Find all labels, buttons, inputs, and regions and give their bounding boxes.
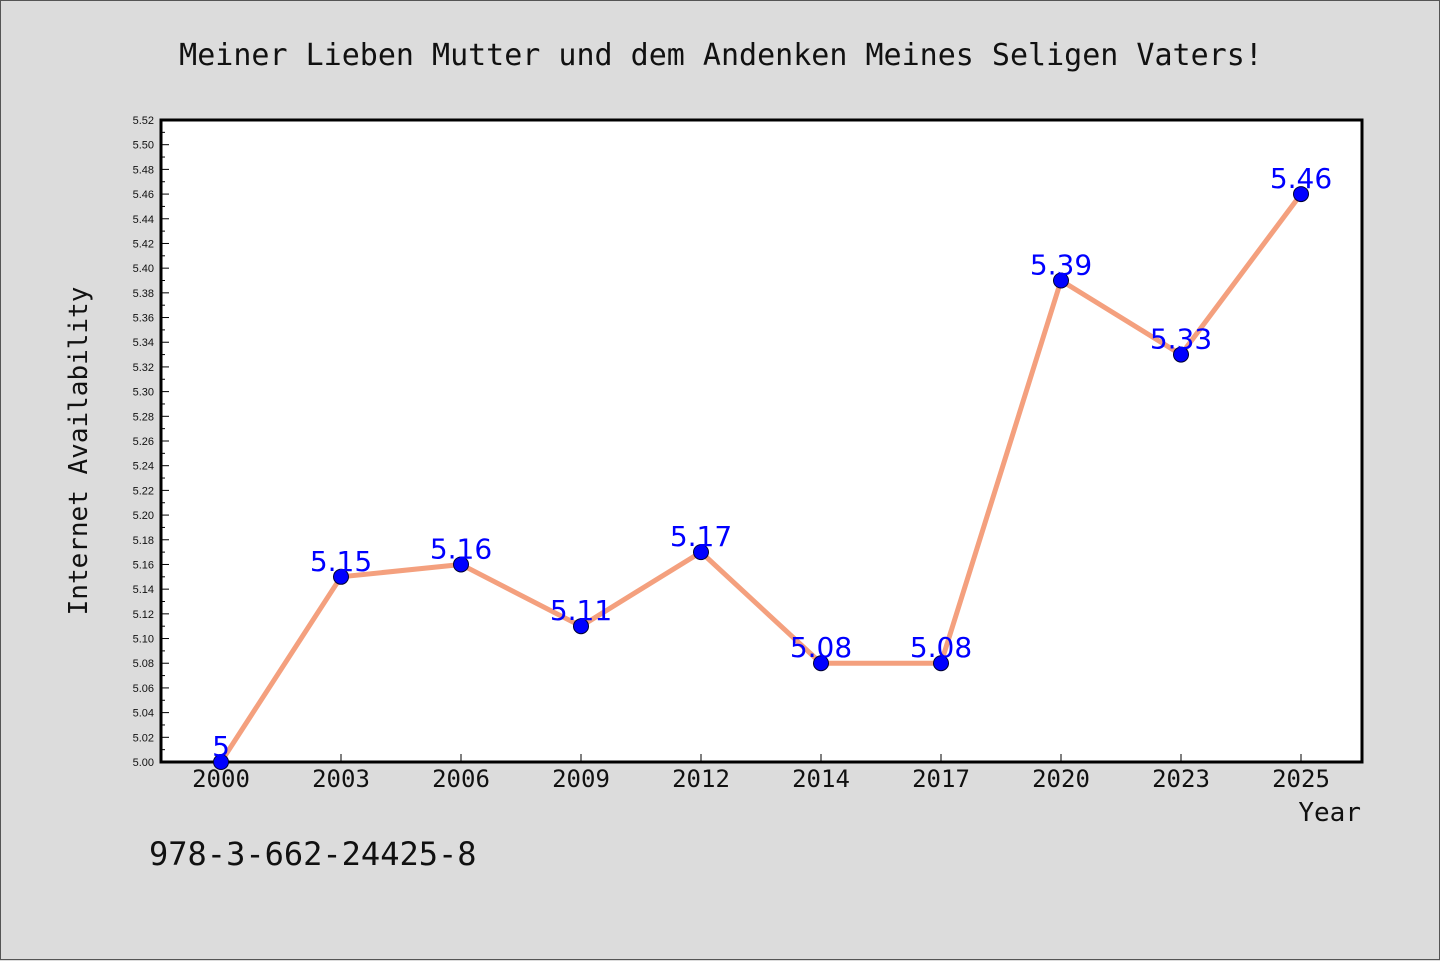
y-tick-label: 5.08 xyxy=(133,658,154,670)
x-tick-label: 2003 xyxy=(312,765,370,793)
data-label: 5.11 xyxy=(550,594,612,627)
x-tick-label: 2017 xyxy=(912,765,970,793)
data-label: 5.39 xyxy=(1030,249,1092,282)
data-label: 5.15 xyxy=(310,545,372,578)
x-tick-label: 2014 xyxy=(792,765,850,793)
y-tick-label: 5.28 xyxy=(133,411,154,423)
chart-title: Meiner Lieben Mutter und dem Andenken Me… xyxy=(179,38,1263,73)
data-label: 5.46 xyxy=(1270,162,1332,195)
y-tick-label: 5.48 xyxy=(133,164,154,176)
x-tick-label: 2006 xyxy=(432,765,490,793)
x-tick-label: 2012 xyxy=(672,765,730,793)
y-tick-label: 5.16 xyxy=(133,559,154,571)
plot-area xyxy=(159,118,1364,764)
series-layer: 5 5.15 5.16 5.11 5.17 5.08 5.08 5.39 5.33 5.46 xyxy=(212,162,1332,770)
y-tick-label: 5.10 xyxy=(133,634,154,646)
series-line xyxy=(218,191,1304,765)
x-tick-label: 2025 xyxy=(1272,765,1330,793)
y-tick-label: 5.04 xyxy=(133,708,154,720)
x-tick-label: 2009 xyxy=(552,765,610,793)
y-tick-label: 5.00 xyxy=(133,757,154,769)
y-tick-label: 5.52 xyxy=(133,115,154,127)
y-tick-label: 5.20 xyxy=(133,510,154,522)
x-axis: 2000 2003 2006 2009 2012 2014 2017 2020 2023 2025 xyxy=(192,754,1330,793)
data-point xyxy=(933,655,949,672)
y-tick-label: 5.02 xyxy=(133,732,154,744)
y-tick-label: 5.42 xyxy=(133,238,154,250)
data-point xyxy=(573,618,589,635)
data-label: 5.08 xyxy=(910,631,972,664)
data-label: 5.17 xyxy=(670,520,732,553)
y-tick-label: 5.06 xyxy=(133,683,154,695)
data-label: 5 xyxy=(212,730,230,763)
y-tick-label: 5.50 xyxy=(133,140,154,152)
y-tick-label: 5.34 xyxy=(133,337,154,349)
y-tick-label: 5.30 xyxy=(133,387,154,399)
data-point xyxy=(453,556,469,573)
y-tick-label: 5.46 xyxy=(133,189,154,201)
y-tick-label: 5.26 xyxy=(133,436,154,448)
y-axis: 5.00 5.02 5.04 5.06 5.08 5.10 5.12 5.14 5.16 5.18… xyxy=(133,115,169,769)
data-label: 5.33 xyxy=(1150,323,1212,356)
data-point xyxy=(1293,186,1309,203)
y-tick-label: 5.14 xyxy=(133,584,154,596)
y-tick-label: 5.32 xyxy=(133,362,154,374)
x-tick-label: 2020 xyxy=(1032,765,1090,793)
data-point xyxy=(1173,346,1189,363)
y-tick-label: 5.12 xyxy=(133,609,154,621)
data-point xyxy=(1053,272,1069,289)
y-tick-label: 5.18 xyxy=(133,535,154,547)
y-tick-label: 5.22 xyxy=(133,485,154,497)
data-point xyxy=(333,568,349,585)
y-tick-label: 5.36 xyxy=(133,313,154,325)
y-tick-label: 5.38 xyxy=(133,288,154,300)
data-label: 5.08 xyxy=(790,631,852,664)
data-point xyxy=(693,544,709,561)
data-point xyxy=(813,655,829,672)
y-tick-label: 5.44 xyxy=(133,214,154,226)
y-axis-label: Internet Availability xyxy=(64,287,94,616)
isbn-text: 978-3-662-24425-8 xyxy=(149,835,477,873)
x-tick-label: 2023 xyxy=(1152,765,1210,793)
x-axis-label: Year xyxy=(1298,798,1361,828)
y-tick-label: 5.24 xyxy=(133,461,154,473)
data-label: 5.16 xyxy=(430,532,492,565)
y-tick-label: 5.40 xyxy=(133,263,154,275)
data-point xyxy=(213,754,229,770)
